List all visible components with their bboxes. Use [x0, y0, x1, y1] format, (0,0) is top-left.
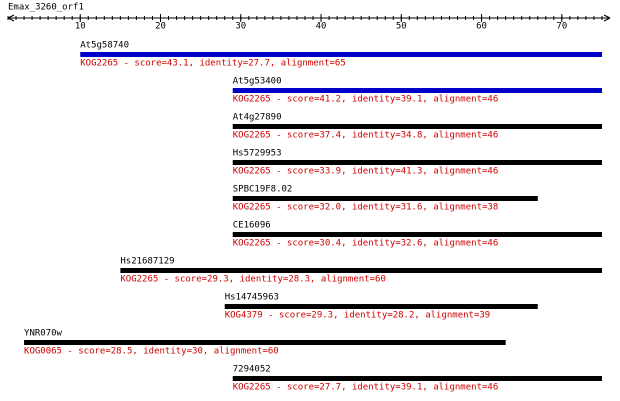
hit-bar	[24, 340, 506, 345]
hit-name: Hs21687129	[120, 257, 174, 267]
hit-description: KOG2265 - score=41.2, identity=39.1, ali…	[233, 95, 499, 105]
x-tick-label: 60	[476, 22, 487, 32]
hit-bar	[232, 232, 602, 237]
hit-name: YNR070w	[24, 329, 63, 339]
hit-name: At5g58740	[80, 41, 129, 51]
hit-description: KOG2265 - score=33.9, identity=41.3, ali…	[233, 167, 499, 177]
x-tick-label: 50	[396, 22, 407, 32]
x-tick-label: 70	[556, 22, 567, 32]
hit-description: KOG2265 - score=30.4, identity=32.6, ali…	[233, 239, 499, 249]
x-tick-label: 10	[75, 22, 86, 32]
hit-name: At4g27890	[233, 113, 282, 123]
hit-description: KOG2265 - score=37.4, identity=34.8, ali…	[233, 131, 499, 141]
hit-name: Hs14745963	[225, 293, 279, 303]
x-tick-label: 20	[155, 22, 166, 32]
x-tick-label: 40	[316, 22, 327, 32]
hit-description: KOG2265 - score=27.7, identity=39.1, ali…	[233, 383, 499, 393]
hit-bar	[232, 160, 602, 165]
hit-description: KOG2265 - score=29.3, identity=28.3, ali…	[120, 275, 386, 285]
hit-bar	[80, 52, 602, 57]
ruler-arrow-right	[603, 14, 611, 22]
hit-bar	[232, 124, 602, 129]
hit-description: KOG2265 - score=43.1, identity=27.7, ali…	[80, 59, 346, 69]
hit-bar	[224, 304, 538, 309]
hit-name: CE16096	[233, 221, 271, 231]
hit-name: Hs5729953	[233, 149, 282, 159]
hit-bar	[120, 268, 602, 273]
hit-name: At5g53400	[233, 77, 282, 87]
hit-bar	[232, 196, 538, 201]
x-tick-label: 30	[235, 22, 246, 32]
hit-name: SPBC19F8.02	[233, 185, 293, 195]
hit-description: KOG4379 - score=29.3, identity=28.2, ali…	[225, 311, 491, 321]
sequence-title: Emax_3260_orf1	[8, 3, 84, 13]
hit-bar	[232, 88, 602, 93]
hit-description: KOG2265 - score=32.0, identity=31.6, ali…	[233, 203, 499, 213]
hit-description: KOG0065 - score=28.5, identity=30, align…	[24, 347, 279, 357]
hit-name: 7294052	[233, 365, 271, 375]
ruler-arrow-left	[7, 14, 15, 22]
hit-bar	[232, 376, 602, 381]
